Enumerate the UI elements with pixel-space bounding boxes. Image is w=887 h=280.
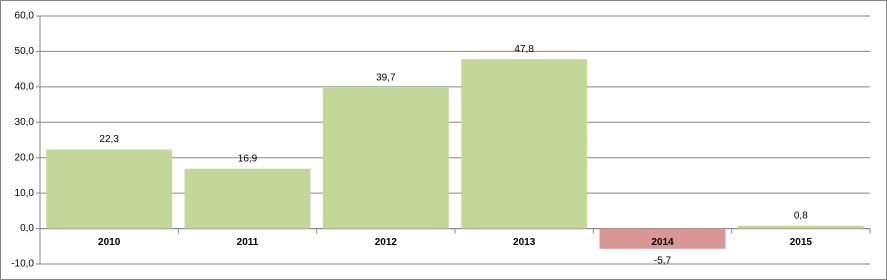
y-tick-label: 0,0: [20, 223, 34, 234]
value-label: -5,7: [654, 255, 672, 266]
x-tick-label: 2015: [790, 237, 813, 248]
value-label: 39,7: [376, 73, 396, 84]
bar: [46, 149, 173, 229]
y-tick-label: 40,0: [15, 81, 35, 92]
value-label: 16,9: [238, 153, 258, 164]
y-tick-label: 20,0: [15, 152, 35, 163]
y-tick-label: -10,0: [11, 259, 34, 270]
x-tick-label: 2011: [237, 237, 259, 248]
bar: [322, 87, 449, 229]
bar: [599, 228, 726, 249]
value-label: 0,8: [794, 210, 808, 221]
x-tick-label: 2014: [651, 237, 674, 248]
value-label: 47,8: [514, 44, 534, 55]
x-tick-label: 2012: [375, 237, 398, 248]
y-tick-label: 50,0: [15, 46, 35, 57]
bar: [184, 168, 311, 229]
y-tick-label: 60,0: [15, 11, 35, 22]
y-tick-label: 30,0: [15, 117, 35, 128]
bar: [737, 225, 864, 229]
y-tick-label: 10,0: [15, 188, 35, 199]
x-tick-label: 2010: [98, 237, 121, 248]
bar: [461, 59, 588, 229]
x-tick-label: 2013: [513, 237, 536, 248]
value-label: 22,3: [99, 134, 119, 145]
